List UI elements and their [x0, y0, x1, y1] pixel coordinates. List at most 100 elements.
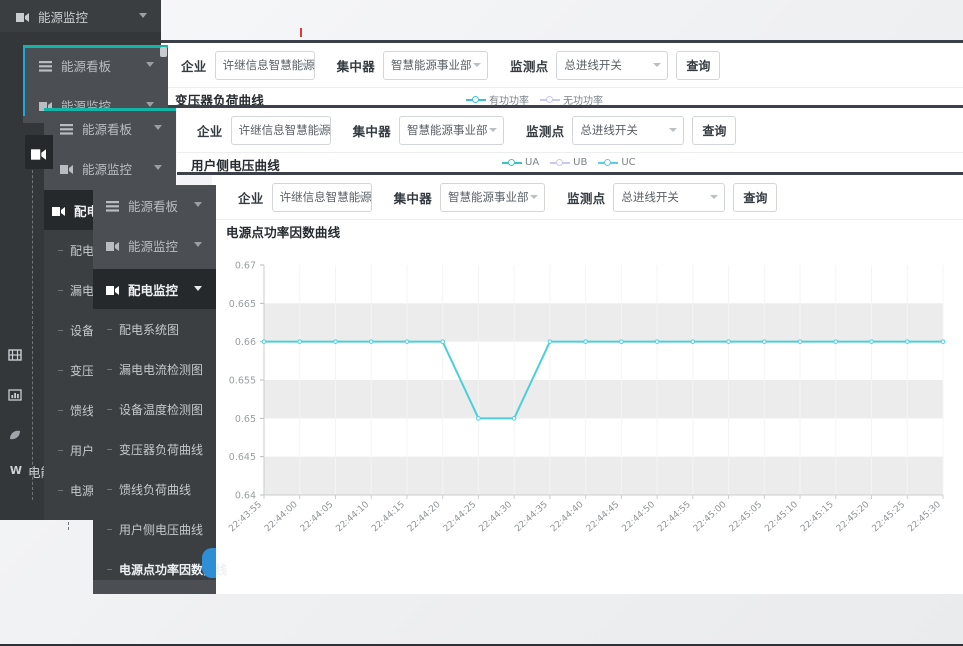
- submenu-item[interactable]: 配电系统图: [44, 230, 130, 270]
- svg-text:22:45:05: 22:45:05: [728, 500, 765, 534]
- concentrator-select[interactable]: 智慧能源事业部: [383, 50, 489, 80]
- submenu-item[interactable]: 变压器负荷曲线: [44, 350, 154, 390]
- legend-item[interactable]: UC: [598, 157, 636, 168]
- svg-text:22:44:15: 22:44:15: [370, 500, 407, 534]
- svg-text:22:45:30: 22:45:30: [906, 500, 943, 535]
- submenu-item-user-voltage[interactable]: 用户侧电压曲线: [93, 509, 216, 549]
- submenu-item-label: 漏电电流检测图: [119, 362, 204, 377]
- leaf-icon[interactable]: [7, 428, 23, 444]
- window-user-voltage: 企业 许继信息智慧能源 集中器 智慧能源事业部 监测点 总进线开关 查询 用户侧…: [177, 105, 963, 175]
- submenu-item-device-temperature[interactable]: 设备温度检测图: [93, 389, 216, 429]
- sidebar-item-energy-monitor[interactable]: 能源监控: [0, 0, 161, 32]
- panel-title: 变压器负荷曲线: [175, 93, 264, 108]
- submenu-item-feeder-load[interactable]: 馈线负荷曲线: [93, 469, 216, 509]
- monitor-point-label: 监测点: [567, 190, 606, 206]
- concentrator-value: 智慧能源事业部: [391, 58, 472, 72]
- panel-title: 用户侧电压曲线: [191, 158, 280, 173]
- chart-legend-2: UA UB UC: [502, 157, 636, 168]
- film-icon[interactable]: [7, 348, 23, 364]
- panel-title-strip-1: 变压器负荷曲线 有功功率 无功功率: [161, 87, 963, 108]
- window-transformer-load: 企业 许继信息智慧能源 集中器 智慧能源事业部 监测点 总进线开关 查询 变压器…: [161, 40, 963, 108]
- panel-collapse-handle[interactable]: [202, 548, 216, 578]
- submenu-item[interactable]: 用户侧电压曲线: [44, 430, 154, 470]
- submenu-item[interactable]: 漏电电流检测图: [44, 270, 154, 310]
- legend-marker-icon: [540, 95, 560, 104]
- submenu-item[interactable]: 电源点功率因数曲线: [44, 470, 178, 510]
- monitor-point-select[interactable]: 总进线开关: [613, 182, 726, 212]
- legend-marker-icon: [550, 158, 571, 167]
- caret-down-icon: [710, 195, 719, 199]
- svg-text:22:44:40: 22:44:40: [549, 500, 586, 535]
- menu-item-energy-monitor-2[interactable]: 能源监控: [44, 148, 176, 188]
- svg-text:22:45:25: 22:45:25: [871, 500, 908, 534]
- power-factor-chart: 0.64 0.645 0.65 0.655 0.66 0.665 0.67 22:43:55 2…: [212, 243, 963, 583]
- menu-item-energy-board-2[interactable]: 能源看板: [44, 108, 176, 148]
- root-menu-row[interactable]: 能源监控: [0, 0, 161, 32]
- toolbar-2: 企业 许继信息智慧能源 集中器 智慧能源事业部 监测点 总进线开关 查询: [177, 108, 963, 152]
- svg-text:22:44:55: 22:44:55: [656, 500, 693, 534]
- caret-down-icon: [473, 63, 482, 67]
- chevron-down-icon: [146, 62, 154, 67]
- caret-down-icon: [669, 128, 678, 132]
- submenu-item-label: 用户侧电压曲线: [119, 522, 204, 537]
- submenu-item[interactable]: 馈线负荷曲线: [44, 390, 142, 430]
- monitor-point-select[interactable]: 总进线开关: [572, 115, 685, 145]
- enterprise-value: 许继信息智慧能源: [279, 190, 372, 204]
- submenu-item-power-distribution-diagram[interactable]: 配电系统图: [93, 309, 216, 349]
- monitor-point-label: 监测点: [526, 123, 565, 139]
- legend-item[interactable]: 有功功率: [466, 92, 529, 105]
- menu-item-power-distribution-2[interactable]: 配电监控: [44, 190, 124, 230]
- scroll-nub-1[interactable]: [160, 47, 167, 57]
- menu-item-power-distribution-3[interactable]: 配电监控: [93, 269, 216, 309]
- legend-item[interactable]: UA: [502, 157, 539, 168]
- chevron-down-icon: [194, 202, 202, 207]
- monitor-point-value: 总进线开关: [580, 123, 638, 137]
- concentrator-label: 集中器: [336, 58, 376, 74]
- chevron-down-icon: [154, 165, 162, 170]
- svg-text:22:43:55: 22:43:55: [227, 500, 264, 534]
- submenu-item[interactable]: 设备温度检测图: [44, 310, 154, 350]
- legend-item[interactable]: 无功功率: [540, 92, 603, 105]
- svg-text:22:45:00: 22:45:00: [692, 500, 729, 535]
- board-icon: [39, 60, 52, 72]
- accent-line-2: [44, 108, 176, 111]
- concentrator-label: 集中器: [393, 190, 433, 206]
- submenu-item-label: 变压器负荷曲线: [119, 442, 204, 457]
- enterprise-select[interactable]: 许继信息智慧能源: [271, 182, 372, 212]
- legend-item[interactable]: UB: [550, 157, 587, 168]
- svg-text:22:44:35: 22:44:35: [513, 500, 550, 534]
- menu-item-energy-monitor-3[interactable]: 能源监控: [93, 225, 216, 265]
- legend-marker-icon: [598, 158, 619, 167]
- menu-item-energy-board-1[interactable]: 能源看板: [23, 45, 168, 85]
- video-camera-icon: [106, 240, 119, 251]
- submenu-item-leakage-current[interactable]: 漏电电流检测图: [93, 349, 216, 389]
- monitor-point-select[interactable]: 总进线开关: [556, 50, 669, 80]
- submenu-item-transformer-load[interactable]: 变压器负荷曲线: [93, 429, 216, 469]
- svg-text:22:44:00: 22:44:00: [263, 500, 300, 535]
- query-button[interactable]: 查询: [692, 115, 737, 145]
- red-marker: [300, 28, 302, 37]
- svg-text:22:45:10: 22:45:10: [763, 500, 800, 535]
- svg-text:22:44:10: 22:44:10: [334, 500, 371, 535]
- enterprise-select[interactable]: 许继信息智慧能源: [214, 50, 315, 80]
- concentrator-select[interactable]: 智慧能源事业部: [440, 182, 546, 212]
- page-bottom-border: [0, 644, 963, 646]
- caret-down-icon: [299, 63, 308, 67]
- svg-text:0.67: 0.67: [235, 261, 256, 272]
- submenu-item-label: 设备温度检测图: [119, 402, 204, 417]
- svg-text:22:45:20: 22:45:20: [835, 500, 872, 535]
- query-button[interactable]: 查询: [676, 50, 721, 80]
- chart-legend-1: 有功功率 无功功率: [466, 92, 603, 105]
- svg-text:0.66: 0.66: [235, 337, 256, 348]
- bar-chart-icon[interactable]: [7, 388, 23, 404]
- menu-item-label: 能源监控: [82, 161, 133, 177]
- caret-down-icon: [315, 128, 324, 132]
- submenu-item-power-factor[interactable]: 电源点功率因数曲线: [93, 549, 227, 589]
- menu-item-energy-board-3[interactable]: 能源看板: [93, 185, 216, 225]
- concentrator-select[interactable]: 智慧能源事业部: [399, 115, 505, 145]
- enterprise-label: 企业: [197, 123, 223, 139]
- query-button[interactable]: 查询: [733, 182, 778, 212]
- enterprise-select[interactable]: 许继信息智慧能源: [230, 115, 331, 145]
- concentrator-value: 智慧能源事业部: [407, 123, 488, 137]
